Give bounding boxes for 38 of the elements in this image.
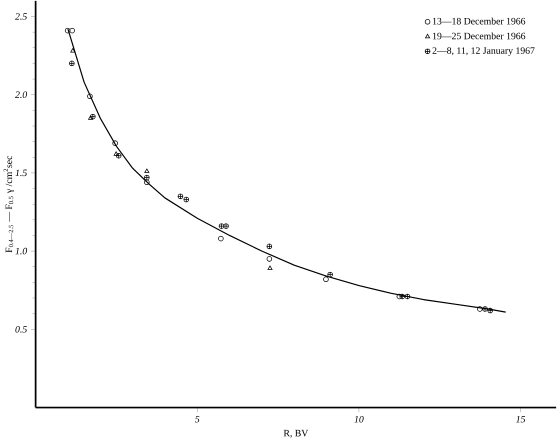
legend-label: 19—25 December 1966	[432, 32, 526, 40]
point	[404, 294, 410, 300]
point	[482, 306, 488, 312]
point	[144, 168, 150, 173]
point	[266, 243, 272, 249]
point	[327, 272, 333, 278]
point	[114, 151, 119, 156]
point	[144, 174, 150, 180]
x-tick-label: 5	[194, 416, 200, 422]
point	[184, 196, 190, 202]
point	[87, 93, 93, 99]
x-axis-title: R, BV	[284, 430, 308, 438]
point	[69, 28, 75, 34]
point	[266, 256, 272, 262]
point	[399, 294, 406, 300]
point	[323, 276, 329, 282]
y-tick-label: 2.0	[15, 91, 28, 98]
point	[69, 60, 75, 66]
y-tick-label: 2.5	[15, 13, 27, 20]
point	[90, 114, 96, 120]
point	[218, 223, 224, 229]
x-tick-label: 10	[354, 416, 364, 422]
y-axis-title: F$_{0.4—2.5}$ — F$_{0.5}$ γ /cm$^{2}$sec	[4, 156, 14, 252]
y-tick-label: 1.5	[15, 169, 27, 176]
point	[223, 223, 229, 229]
point	[218, 236, 224, 242]
point	[116, 152, 122, 158]
point	[88, 115, 94, 120]
point	[178, 193, 184, 199]
y-tick-label: 0.5	[15, 326, 27, 332]
legend-label: 2—8, 11, 12 January 1967	[432, 47, 535, 56]
point	[477, 306, 483, 312]
point	[268, 265, 272, 270]
x-tick-label: 15	[516, 416, 526, 422]
point	[112, 140, 118, 146]
point	[487, 308, 493, 314]
y-tick-label: 1.0	[15, 248, 28, 254]
legend-label: 13—18 December 1966	[432, 17, 526, 24]
